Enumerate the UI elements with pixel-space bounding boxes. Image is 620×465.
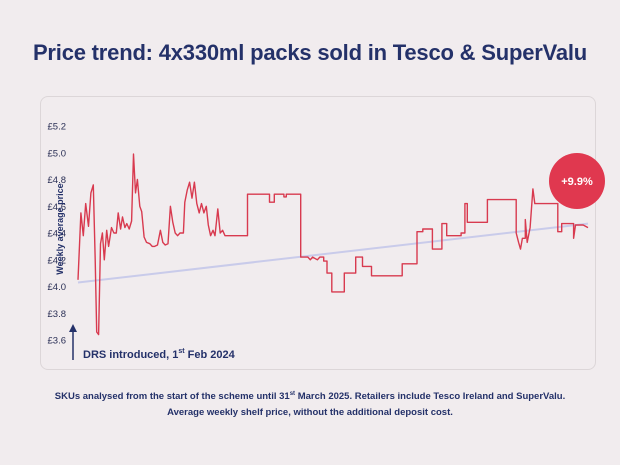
price-series-line <box>77 153 589 336</box>
trend-line <box>77 222 589 284</box>
y-axis-label: Weekly average price <box>55 183 65 274</box>
y-tick-label: £3.6 <box>48 336 67 347</box>
change-badge: +9.9% <box>549 153 605 209</box>
change-badge-label: +9.9% <box>561 176 593 188</box>
y-tick-label: £5.0 <box>48 148 67 159</box>
drs-arrow-head <box>69 324 77 332</box>
y-tick-label: £3.8 <box>48 309 67 320</box>
footnote: SKUs analysed from the start of the sche… <box>0 389 620 421</box>
y-tick-label: £4.8 <box>48 175 67 186</box>
footnote-line-1: SKUs analysed from the start of the sche… <box>54 390 566 402</box>
drs-label: DRS introduced, 1st Feb 2024 <box>83 348 236 361</box>
y-tick-label: £4.6 <box>48 202 67 213</box>
change-badge-circle <box>549 153 605 209</box>
page-title: Price trend: 4x330ml packs sold in Tesco… <box>32 40 588 65</box>
y-tick-label: £4.0 <box>48 282 67 293</box>
y-tick-label: £5.2 <box>48 122 67 133</box>
footnote-line-2: Average weekly shelf price, without the … <box>167 407 453 418</box>
series-layer <box>77 153 589 336</box>
y-tick-label: £4.4 <box>48 229 67 240</box>
y-axis-ticks: £5.2 £5.0 £4.8 £4.6 £4.4 £4.2 £4.0 £3.8 £3.6 <box>48 122 67 347</box>
y-tick-label: £4.2 <box>48 255 67 266</box>
drs-annotation: DRS introduced, 1st Feb 2024 <box>69 324 236 361</box>
